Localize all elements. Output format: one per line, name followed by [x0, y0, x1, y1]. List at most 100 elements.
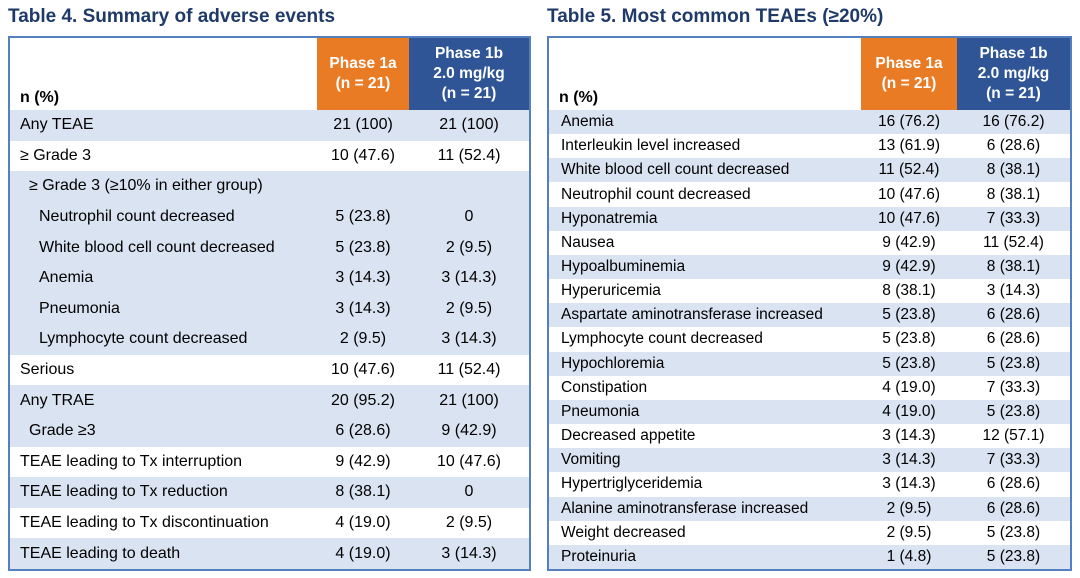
row-label: Neutrophil count decreased [561, 185, 751, 203]
table-row: Any TRAE 20 (95.2) 21 (100) [10, 385, 529, 416]
table-row: Hyponatremia 10 (47.6) 7 (33.3) [549, 206, 1070, 231]
row-label: Serious [20, 361, 75, 379]
table-row: Hyperuricemia 8 (38.1) 3 (14.3) [549, 279, 1070, 303]
row-label: TEAE leading to Tx discontinuation [20, 514, 269, 532]
table-row: Decreased appetite 3 (14.3) 12 (57.1) [549, 424, 1070, 448]
header-line: (n = 21) [335, 75, 391, 92]
header-line: Phase 1b [979, 44, 1048, 62]
table-row: ≥ Grade 3 (≥10% in either group) [10, 171, 529, 202]
phase-1b-value: 9 (42.9) [441, 422, 497, 440]
phase-1a-value: 10 (47.6) [330, 361, 396, 379]
table4: n (%) Phase 1a (n = 21) Phase 1b 2.0 mg/… [8, 36, 531, 571]
phase-1a-value: 5 (23.8) [882, 354, 936, 372]
table-row: Alanine aminotransferase increased 2 (9.5… [549, 496, 1070, 521]
phase-1a-value [317, 171, 409, 202]
table4-header-row: n (%) Phase 1a (n = 21) Phase 1b 2.0 mg/… [10, 38, 529, 110]
table5-header-phase-1a: Phase 1a (n = 21) [861, 38, 957, 110]
phase-1b-value: 7 (33.3) [986, 378, 1041, 396]
row-label: Hypertriglyceridemia [561, 475, 703, 493]
table-row: Constipation 4 (19.0) 7 (33.3) [549, 376, 1070, 400]
table-row: Interleukin level increased 13 (61.9) 6 (2… [549, 134, 1070, 158]
row-label: Hypoalbuminemia [561, 258, 686, 276]
table5-title: Table 5. Most common TEAEs (≥20%) [547, 6, 884, 27]
table-row: TEAE leading to Tx reduction 8 (38.1) 0 [10, 477, 529, 508]
table4-body: Any TEAE 21 (100) 21 (100) ≥ Grade 3 10 (47.… [10, 110, 529, 569]
phase-1a-value: 2 (9.5) [339, 330, 387, 348]
row-label: ≥ Grade 3 [20, 146, 92, 164]
phase-1b-value: 10 (47.6) [436, 452, 502, 470]
phase-1a-value: 10 (47.6) [330, 146, 396, 164]
table-row: TEAE leading to death 4 (19.0) 3 (14.3) [10, 538, 529, 569]
row-label: Anemia [39, 269, 94, 287]
phase-1b-value: 2 (9.5) [445, 299, 493, 317]
table-row: Hypochloremia 5 (23.8) 5 (23.8) [549, 351, 1070, 376]
phase-1b-value [409, 171, 529, 202]
row-label: Hypochloremia [561, 354, 665, 372]
phase-1b-value: 6 (28.6) [986, 499, 1041, 517]
table-row: White blood cell count decreased 11 (52.4… [549, 158, 1070, 183]
header-line: 2.0 mg/kg [977, 64, 1050, 82]
header-line: (n = 21) [881, 75, 937, 92]
table-row: Hypertriglyceridemia 3 (14.3) 6 (28.6) [549, 472, 1070, 496]
row-label: Any TRAE [20, 391, 95, 409]
phase-1a-value: 1 (4.8) [886, 547, 932, 565]
table-row: Pneumonia 4 (19.0) 5 (23.8) [549, 399, 1070, 425]
row-label: Interleukin level increased [561, 137, 741, 155]
phase-1b-value: 5 (23.8) [986, 402, 1041, 420]
table5-corner-label: n (%) [549, 38, 861, 110]
row-label: White blood cell count decreased [561, 161, 790, 179]
phase-1a-value: 3 (14.3) [335, 269, 391, 287]
row-label: Grade ≥3 [29, 422, 96, 440]
phase-1b-value: 11 (52.4) [437, 361, 501, 379]
row-label: Lymphocyte count decreased [39, 330, 248, 348]
table-row: Nausea 9 (42.9) 11 (52.4) [549, 231, 1070, 255]
row-label: Hyponatremia [561, 209, 658, 227]
table-row: White blood cell count decreased 5 (23.8)… [10, 232, 529, 263]
phase-1a-value: 10 (47.6) [877, 185, 941, 203]
header-line: Phase 1b [434, 44, 504, 62]
row-label: Neutrophil count decreased [39, 208, 235, 226]
table-row: Anemia 3 (14.3) 3 (14.3) [10, 262, 529, 294]
row-label: Anemia [561, 113, 614, 131]
row-label: Alanine aminotransferase increased [561, 499, 809, 517]
table-row: Pneumonia 3 (14.3) 2 (9.5) [10, 293, 529, 325]
header-line: 2.0 mg/kg [433, 64, 505, 82]
most-common-teaes-panel: Table 5. Most common TEAEs (≥20%) n (%) … [547, 0, 1072, 578]
phase-1b-value: 8 (38.1) [986, 185, 1041, 203]
phase-1b-value: 21 (100) [439, 391, 499, 409]
phase-1b-value: 2 (9.5) [445, 514, 493, 532]
phase-1a-value: 9 (42.9) [882, 258, 936, 276]
phase-1b-value: 3 (14.3) [441, 544, 497, 562]
table5-header-row: n (%) Phase 1a (n = 21) Phase 1b 2.0 mg/… [549, 38, 1070, 110]
phase-1b-value: 5 (23.8) [986, 523, 1041, 541]
header-line: Phase 1a [329, 54, 397, 72]
phase-1b-value: 6 (28.6) [986, 330, 1041, 348]
table-row: Vomiting 3 (14.3) 7 (33.3) [549, 448, 1070, 473]
phase-1a-value: 21 (100) [333, 116, 393, 134]
phase-1a-value: 5 (23.8) [882, 330, 936, 348]
phase-1b-value: 11 (52.4) [983, 233, 1044, 251]
table5-body: Anemia 16 (76.2) 16 (76.2) Interleukin leve… [549, 110, 1070, 569]
phase-1b-value: 3 (14.3) [441, 269, 497, 287]
table-row: TEAE leading to Tx interruption 9 (42.9) 1… [10, 447, 529, 478]
table-row: Proteinuria 1 (4.8) 5 (23.8) [549, 544, 1070, 569]
phase-1a-value: 4 (19.0) [882, 402, 936, 420]
phase-1a-value: 5 (23.8) [335, 238, 391, 256]
phase-1b-value: 21 (100) [439, 116, 499, 134]
table-row: Any TEAE 21 (100) 21 (100) [10, 110, 529, 141]
row-label: ≥ Grade 3 (≥10% in either group) [29, 177, 263, 195]
table-row: TEAE leading to Tx discontinuation 4 (19.… [10, 508, 529, 539]
phase-1a-value: 3 (14.3) [882, 427, 936, 445]
phase-1a-value: 2 (9.5) [886, 499, 932, 517]
table-row: Grade ≥3 6 (28.6) 9 (42.9) [10, 415, 529, 447]
header-line: (n = 21) [441, 85, 497, 103]
adverse-events-summary-panel: Table 4. Summary of adverse events n (%)… [8, 0, 531, 578]
row-label: Vomiting [561, 451, 621, 469]
phase-1a-value: 8 (38.1) [335, 483, 391, 501]
phase-1a-value: 5 (23.8) [882, 306, 936, 324]
phase-1b-value: 16 (76.2) [982, 113, 1045, 131]
phase-1b-value: 6 (28.6) [986, 475, 1041, 493]
phase-1a-value: 9 (42.9) [882, 233, 936, 251]
row-label: TEAE leading to Tx reduction [20, 483, 228, 501]
phase-1b-value: 12 (57.1) [982, 427, 1045, 445]
